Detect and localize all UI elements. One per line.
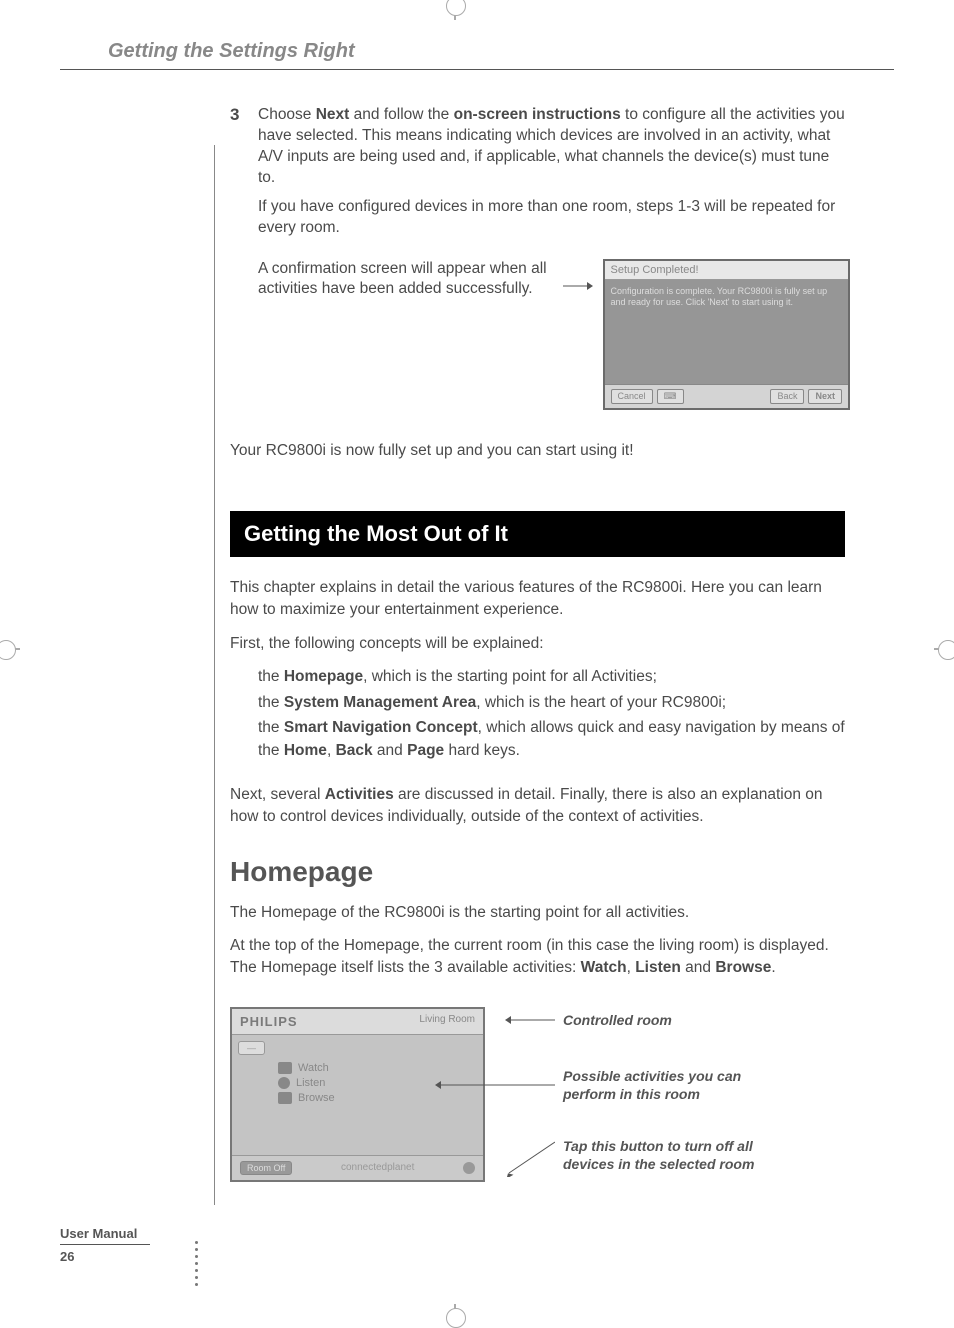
header-rule	[60, 69, 894, 70]
hp-off-button: —	[238, 1041, 265, 1055]
page: Getting the Settings Right 3 Choose Next…	[60, 40, 894, 1182]
hp-connectedplanet: connectedplanet	[341, 1162, 414, 1173]
dialog-keyboard-button: ⌨	[657, 389, 684, 404]
hp-room-label: Living Room	[419, 1014, 475, 1029]
setup-complete-dialog: Setup Completed! Configuration is comple…	[603, 259, 850, 410]
browse-icon	[278, 1092, 292, 1104]
hp-top-bar: PHILIPS Living Room	[232, 1009, 483, 1035]
homepage-p1: The Homepage of the RC9800i is the start…	[230, 902, 850, 924]
concept-navigation: the Smart Navigation Concept, which allo…	[258, 717, 850, 762]
annotation-controlled-room: Controlled room	[563, 1011, 672, 1029]
vertical-rule	[214, 145, 215, 1205]
intro-paragraph-2: First, the following concepts will be ex…	[230, 633, 850, 655]
step-line-2: If you have configured devices in more t…	[258, 197, 850, 239]
crop-mark-right	[934, 648, 954, 650]
intro-paragraph-1: This chapter explains in detail the vari…	[230, 577, 850, 620]
arrow-diag-icon	[505, 1137, 555, 1177]
dialog-back-button: Back	[770, 389, 804, 404]
page-header-title: Getting the Settings Right	[108, 40, 894, 63]
dialog-next-button: Next	[808, 389, 842, 404]
footer-page-number: 26	[60, 1249, 210, 1264]
hp-brand: PHILIPS	[240, 1014, 298, 1029]
footer-dots	[195, 1241, 198, 1286]
hp-room-off-button: Room Off	[240, 1161, 292, 1175]
step-body: Choose Next and follow the on-screen ins…	[258, 105, 850, 247]
tv-icon	[278, 1062, 292, 1074]
next-paragraph: Next, several Activities are discussed i…	[230, 784, 850, 827]
annotation-activities: Possible activities you can perform in t…	[563, 1067, 773, 1103]
confirmation-row: A confirmation screen will appear when a…	[258, 259, 850, 410]
footer-label: User Manual	[60, 1226, 150, 1245]
crop-mark-top	[454, 0, 456, 20]
section-heading-bar: Getting the Most Out of It	[230, 511, 845, 557]
footer: User Manual 26	[60, 1226, 210, 1264]
dialog-title: Setup Completed!	[605, 261, 848, 280]
arrow-left-icon	[505, 1015, 555, 1025]
crop-mark-left	[0, 648, 20, 650]
step-number: 3	[230, 105, 244, 247]
step-3: 3 Choose Next and follow the on-screen i…	[230, 105, 850, 247]
confirmation-text: A confirmation screen will appear when a…	[258, 259, 553, 301]
arrow-right-icon	[563, 281, 593, 291]
content-area: 3 Choose Next and follow the on-screen i…	[230, 105, 850, 1182]
homepage-heading: Homepage	[230, 856, 850, 888]
crop-mark-bottom	[454, 1304, 456, 1324]
dialog-body: Configuration is complete. Your RC9800i …	[605, 280, 848, 385]
arrow-left-icon	[435, 1080, 555, 1090]
homepage-p2: At the top of the Homepage, the current …	[230, 935, 850, 978]
step-line-1: Choose Next and follow the on-screen ins…	[258, 105, 850, 189]
concept-homepage: the Homepage, which is the starting poin…	[258, 666, 850, 688]
dialog-footer: Cancel ⌨ Back Next	[605, 385, 848, 408]
homepage-figure: PHILIPS Living Room — Watch Listen Brows…	[230, 1007, 850, 1182]
gear-icon	[463, 1162, 475, 1174]
speaker-icon	[278, 1077, 290, 1089]
hp-bottom-bar: Room Off connectedplanet	[232, 1155, 483, 1180]
dialog-cancel-button: Cancel	[611, 389, 653, 404]
annotation-room-off: Tap this button to turn off all devices …	[563, 1137, 783, 1173]
setup-done-text: Your RC9800i is now fully set up and you…	[230, 440, 850, 462]
concept-sma: the System Management Area, which is the…	[258, 692, 850, 714]
